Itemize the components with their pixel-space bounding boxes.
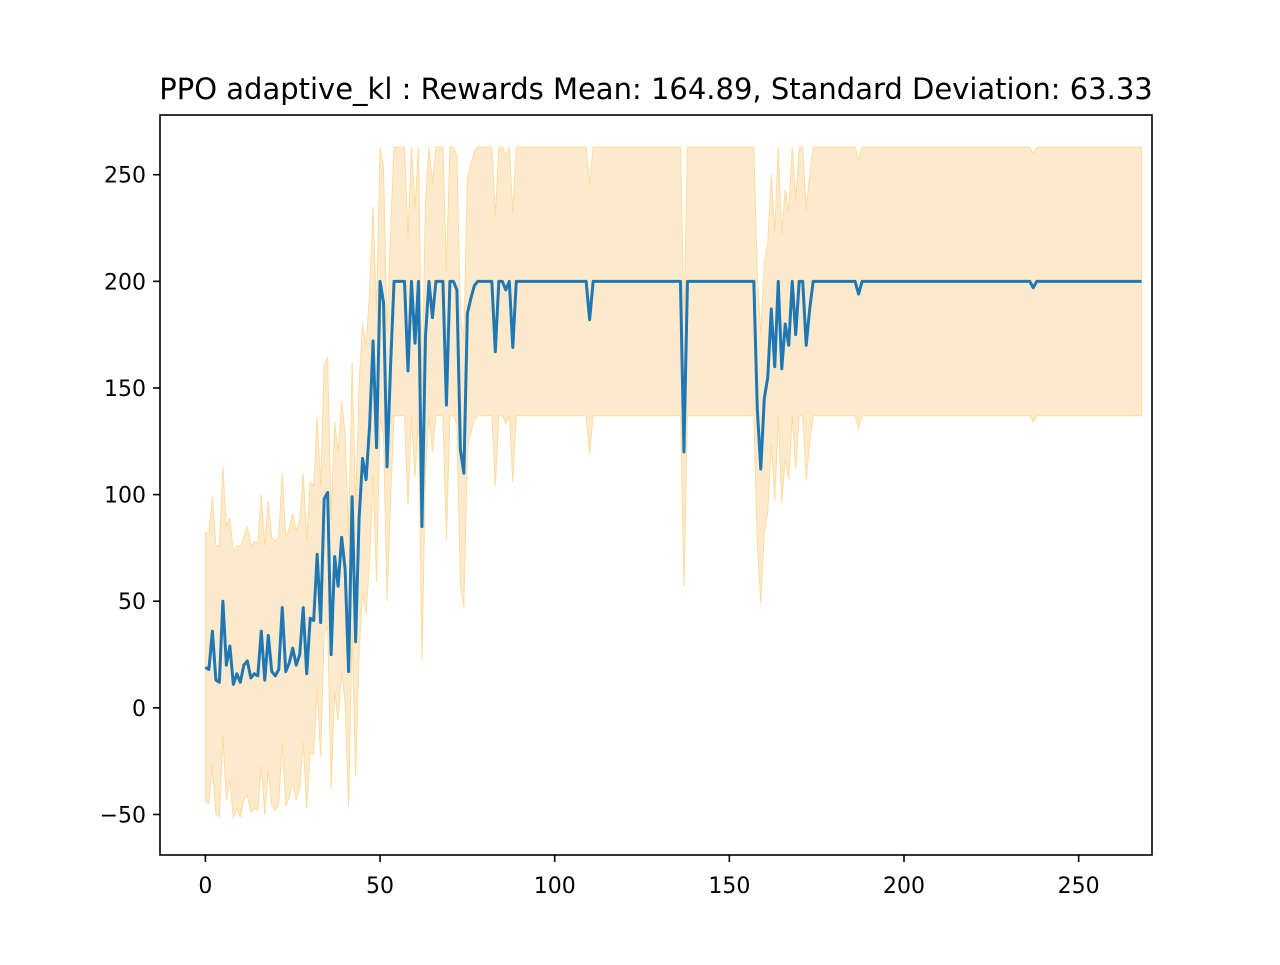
y-tick-label: 250 [104,164,146,189]
x-tick-label: 50 [366,874,394,899]
y-tick-label: −50 [100,803,146,828]
x-tick-label: 200 [883,874,925,899]
chart-title: PPO adaptive_kl : Rewards Mean: 164.89, … [159,72,1152,106]
std-band [204,146,1143,819]
x-tick-label: 250 [1058,874,1100,899]
x-axis-ticks: 0 50 100 150 200 250 [198,855,1100,899]
y-tick-label: 50 [118,590,146,615]
plot-area [204,146,1143,819]
x-tick-label: 100 [534,874,576,899]
mean-reward-line [204,279,1142,686]
y-tick-label: 150 [104,377,146,402]
axes-frame [159,114,1153,856]
y-tick-label: 0 [132,697,146,722]
x-tick-label: 150 [708,874,750,899]
y-axis-ticks: −50 0 50 100 150 200 250 [100,164,160,828]
x-tick-label: 0 [198,874,212,899]
y-tick-label: 200 [104,270,146,295]
y-tick-label: 100 [104,484,146,509]
